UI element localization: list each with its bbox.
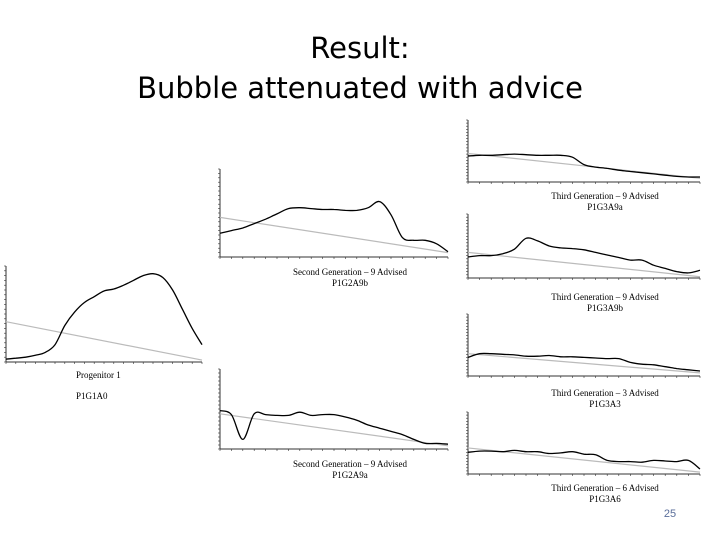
caption-p1g3a9a-line2: P1G3A9a bbox=[587, 202, 623, 212]
series-line bbox=[219, 409, 449, 445]
trend-line bbox=[219, 413, 449, 447]
caption-p1g2a9b-line2: P1G2A9b bbox=[331, 278, 368, 288]
slide-title-line1: Result: bbox=[310, 31, 410, 65]
series-line bbox=[467, 237, 701, 274]
caption-p1g3a9b-line1: Third Generation – 9 Advised bbox=[551, 292, 659, 302]
caption-progenitor-line1: Progenitor 1 bbox=[76, 370, 121, 380]
chart-p1g3a6 bbox=[466, 411, 701, 476]
caption-p1g3a9a-line1: Third Generation – 9 Advised bbox=[551, 191, 659, 201]
slide-title-line2: Bubble attenuated with advice bbox=[137, 71, 583, 105]
caption-p1g2a9a-line2: P1G2A9a bbox=[332, 470, 368, 480]
caption-p1g3a3-line1: Third Generation – 3 Advised bbox=[551, 388, 659, 398]
caption-p1g3a6-line1: Third Generation – 6 Advised bbox=[551, 483, 659, 493]
series-line bbox=[467, 449, 701, 470]
caption-p1g2a9b-line1: Second Generation – 9 Advised bbox=[293, 267, 407, 277]
caption-p1g3a9b-line2: P1G3A9b bbox=[586, 303, 623, 313]
trend-line bbox=[219, 216, 449, 254]
chart-p1g3a3 bbox=[466, 313, 701, 378]
trend-line bbox=[467, 353, 701, 374]
caption-p1g3a6-line2: P1G3A6 bbox=[589, 494, 621, 504]
chart-p1g2a9a bbox=[218, 368, 449, 451]
chart-p1g2a9b bbox=[218, 168, 449, 259]
chart-p1g3a9b bbox=[466, 213, 701, 280]
caption-p1g2a9a-line1: Second Generation – 9 Advised bbox=[293, 459, 407, 469]
trend-line bbox=[5, 321, 203, 361]
caption-progenitor-line2: P1G1A0 bbox=[76, 391, 108, 401]
trend-line bbox=[467, 447, 701, 473]
trend-line bbox=[467, 251, 701, 278]
series-line bbox=[467, 153, 701, 178]
caption-p1g3a3-line2: P1G3A3 bbox=[589, 399, 621, 409]
chart-progenitor bbox=[4, 265, 203, 364]
series-line bbox=[5, 273, 203, 360]
series-line bbox=[467, 352, 701, 372]
chart-p1g3a9a bbox=[466, 119, 701, 184]
page-number: 25 bbox=[663, 508, 677, 520]
series-line bbox=[219, 200, 449, 253]
